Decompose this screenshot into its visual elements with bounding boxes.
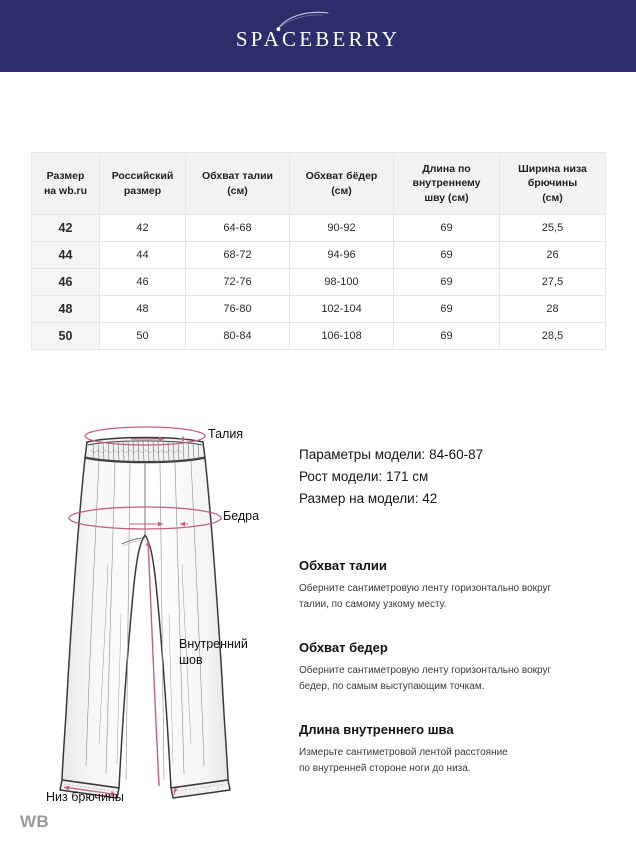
header-line: Длина по <box>422 163 471 176</box>
cell-hem-width: 27,5 <box>499 268 606 296</box>
cell-waist: 80-84 <box>185 322 290 350</box>
guide-hips-body: Оберните сантиметровую ленту горизонталь… <box>299 663 609 696</box>
brand-logo: SPACEBERRY <box>235 11 401 51</box>
measurement-guides <box>63 426 222 796</box>
cell-wb-size: 50 <box>31 322 100 350</box>
size-chart-table: Размер на wb.ru Российский размер Обхват… <box>31 152 606 350</box>
label-inseam-line1: Внутренний <box>179 637 248 651</box>
cell-wb-size: 48 <box>31 295 100 323</box>
cell-hem-width: 28,5 <box>499 322 606 350</box>
cell-hips: 98-100 <box>289 268 394 296</box>
guide-line: бедер, по самым выступающим точкам. <box>299 681 485 693</box>
model-info-panel: Параметры модели: 84-60-87 Рост модели: … <box>299 444 609 778</box>
trousers-diagram <box>24 414 294 814</box>
guide-waist-body: Оберните сантиметровую ленту горизонталь… <box>299 581 609 614</box>
page-header: SPACEBERRY <box>0 0 636 72</box>
cell-hips: 102-104 <box>289 295 394 323</box>
cell-waist: 64-68 <box>185 214 290 242</box>
waist-measure-ellipse <box>84 426 206 446</box>
model-height: Рост модели: 171 см <box>299 468 429 484</box>
cell-hips: 90-92 <box>289 214 394 242</box>
cell-ru-size: 50 <box>99 322 186 350</box>
column-header-hem-width: Ширина низа брючины (см) <box>499 152 606 215</box>
cell-inseam: 69 <box>393 214 500 242</box>
inseam-measure-line <box>147 539 160 787</box>
cell-hem-width: 28 <box>499 295 606 323</box>
cell-waist: 68-72 <box>185 241 290 269</box>
elastic-waistband <box>84 436 206 464</box>
header-line: (см) <box>542 191 563 204</box>
cell-waist: 76-80 <box>185 295 290 323</box>
header-line: Размер <box>46 170 85 183</box>
trousers-body <box>61 457 229 789</box>
guide-waist: Обхват талии Оберните сантиметровую лент… <box>299 558 609 614</box>
column-header-wb-size: Размер на wb.ru <box>31 152 100 215</box>
model-parameters: Параметры модели: 84-60-87 <box>299 447 484 462</box>
cell-ru-size: 46 <box>99 268 186 296</box>
guide-line: Оберните сантиметровую ленту горизонталь… <box>299 582 552 594</box>
column-header-hips: Обхват бёдер (см) <box>289 152 394 215</box>
guide-line: талии, по самому узкому месту. <box>299 599 447 611</box>
label-waist: Талия <box>208 427 244 441</box>
hips-measure-ellipse <box>68 506 222 530</box>
guide-line: по внутренней стороне ноги до низа. <box>299 763 471 775</box>
cell-hips: 94-96 <box>289 241 394 269</box>
header-line: Ширина низа <box>518 163 587 176</box>
cell-hem-width: 25,5 <box>499 214 606 242</box>
header-line: Обхват бёдер <box>305 170 378 183</box>
trousers-technical-drawing-icon <box>59 426 231 799</box>
cell-wb-size: 42 <box>31 214 100 242</box>
header-line: Обхват талии <box>201 170 273 183</box>
wb-watermark: WB <box>20 812 49 831</box>
brand-name: SPACEBERRY <box>235 26 401 51</box>
cell-waist: 72-76 <box>185 268 290 296</box>
guide-inseam-title: Длина внутреннего шва <box>299 721 454 737</box>
header-line: размер <box>123 184 162 197</box>
header-line: Российский <box>111 170 174 183</box>
cell-ru-size: 44 <box>99 241 186 269</box>
label-inseam: Внутренний шов <box>179 637 274 668</box>
cell-wb-size: 44 <box>31 241 100 269</box>
guide-inseam-body: Измерьте сантиметровой лентой расстояние… <box>299 745 609 778</box>
table-row: 50 50 80-84 106-108 69 28,5 <box>31 322 606 350</box>
guide-line: Измерьте сантиметровой лентой расстояние <box>299 746 508 758</box>
cell-hips: 106-108 <box>289 322 394 350</box>
cell-inseam: 69 <box>393 268 500 296</box>
hem-measure-line <box>63 786 117 796</box>
column-header-ru-size: Российский размер <box>99 152 186 215</box>
header-line: шву (см) <box>424 191 469 204</box>
cell-ru-size: 42 <box>99 214 186 242</box>
guide-inseam: Длина внутреннего шва Измерьте сантиметр… <box>299 722 609 778</box>
column-header-inseam: Длина по внутреннему шву (см) <box>393 152 500 215</box>
table-row: 48 48 76-80 102-104 69 28 <box>31 295 606 323</box>
cell-hem-width: 26 <box>499 241 606 269</box>
cell-ru-size: 48 <box>99 295 186 323</box>
model-size: Размер на модели: 42 <box>299 490 438 506</box>
header-line: на wb.ru <box>43 184 88 197</box>
table-header-row: Размер на wb.ru Российский размер Обхват… <box>31 152 606 215</box>
trouser-hems <box>59 779 231 799</box>
guide-line: Оберните сантиметровую ленту горизонталь… <box>299 664 552 676</box>
label-hips: Бедра <box>223 509 260 523</box>
label-inseam-line2: шов <box>179 652 203 667</box>
header-line: (см) <box>227 184 248 197</box>
header-line: брючины <box>527 177 578 190</box>
table-row: 42 42 64-68 90-92 69 25,5 <box>31 214 606 242</box>
column-header-waist: Обхват талии (см) <box>185 152 290 215</box>
guide-hips: Обхват бедер Оберните сантиметровую лент… <box>299 640 609 696</box>
cell-wb-size: 46 <box>31 268 100 296</box>
crotch-detail <box>121 537 146 545</box>
header-line: (см) <box>331 184 352 197</box>
cell-inseam: 69 <box>393 295 500 323</box>
table-row: 44 44 68-72 94-96 69 26 <box>31 241 606 269</box>
header-line: внутреннему <box>412 177 481 190</box>
table-row: 46 46 72-76 98-100 69 27,5 <box>31 268 606 296</box>
cell-inseam: 69 <box>393 241 500 269</box>
crotch-detail-shadow <box>122 539 147 547</box>
guide-hips-title: Обхват бедер <box>299 639 388 655</box>
guide-waist-title: Обхват талии <box>299 557 387 573</box>
cell-inseam: 69 <box>393 322 500 350</box>
label-hem: Низ брючины <box>46 790 124 804</box>
